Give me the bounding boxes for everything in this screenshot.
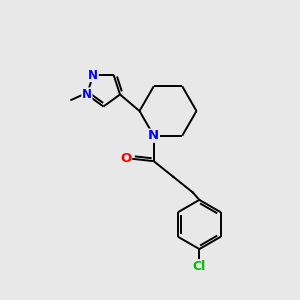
Text: N: N bbox=[88, 68, 98, 82]
Text: O: O bbox=[120, 152, 131, 165]
Text: Cl: Cl bbox=[193, 260, 206, 273]
Text: N: N bbox=[148, 129, 159, 142]
Text: N: N bbox=[82, 88, 92, 101]
